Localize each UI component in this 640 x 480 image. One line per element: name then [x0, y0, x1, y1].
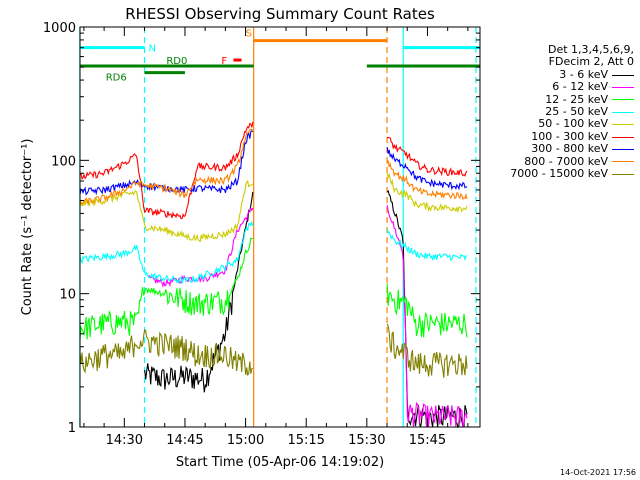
y-tick-label: 1000	[43, 21, 76, 36]
legend: Det 1,3,4,5,6,9, FDecim 2, Att 0 3 - 6 k…	[464, 43, 634, 181]
legend-entry-label: 6 - 12 keV	[552, 80, 608, 94]
legend-swatch	[612, 99, 634, 101]
footer-timestamp: 14-Oct-2021 17:56	[560, 468, 636, 477]
legend-entry-label: 3 - 6 keV	[559, 67, 608, 81]
legend-entry-label: 25 - 50 keV	[545, 105, 608, 119]
annotation-bars: N RD0 RD6 F S	[79, 29, 480, 84]
series-line	[144, 191, 254, 393]
legend-entry: 50 - 100 keV	[464, 118, 634, 130]
series-line	[386, 160, 468, 201]
legend-entry: 6 - 12 keV	[464, 80, 634, 94]
legend-entry: 25 - 50 keV	[464, 105, 634, 119]
series-line	[79, 128, 254, 206]
legend-swatch	[612, 86, 634, 88]
legend-entry-label: 800 - 7000 keV	[524, 154, 608, 168]
legend-entry-label: 50 - 100 keV	[538, 117, 608, 131]
x-tick-label: 14:45	[166, 433, 203, 448]
x-tick-label: 15:15	[287, 433, 324, 448]
legend-entry-label: 7000 - 15000 keV	[510, 167, 608, 181]
x-tick-label: 15:45	[409, 433, 446, 448]
series-line	[386, 283, 468, 338]
series-line	[79, 237, 254, 340]
chart-title: RHESSI Observing Summary Count Rates	[125, 5, 435, 23]
legend-entries: 3 - 6 keV 6 - 12 keV 12 - 25 keV 25 - 50 ke…	[464, 67, 634, 181]
legend-swatch	[612, 74, 634, 76]
annotation-label: N	[149, 44, 156, 55]
series-line	[386, 205, 468, 428]
legend-entry: 800 - 7000 keV	[464, 154, 634, 168]
series-line	[387, 136, 468, 177]
series-group	[79, 121, 468, 429]
series-line	[386, 171, 468, 214]
series-line	[386, 228, 468, 262]
legend-swatch	[612, 136, 634, 138]
legend-entry: 12 - 25 keV	[464, 92, 634, 106]
legend-entry: 3 - 6 keV	[464, 67, 634, 81]
legend-entry-label: 12 - 25 keV	[545, 92, 608, 106]
y-tick-label: 10	[59, 288, 76, 303]
legend-entry: 7000 - 15000 keV	[464, 167, 634, 181]
legend-swatch	[612, 161, 634, 163]
vertical-markers	[79, 27, 477, 427]
legend-header-line-1: Det 1,3,4,5,6,9,	[547, 43, 634, 56]
annotation-label: S	[246, 29, 252, 40]
legend-swatch	[612, 111, 634, 113]
legend-entry-label: 300 - 800 keV	[531, 142, 608, 156]
y-axis-label: Count Rate (s⁻¹ detector⁻¹)	[20, 139, 35, 316]
y-axis-ticks: 1 10 100 1000	[43, 21, 480, 436]
legend-entry-label: 100 - 300 keV	[531, 129, 608, 143]
annotation-label: RD6	[106, 73, 127, 84]
series-line	[79, 128, 254, 196]
legend-swatch	[612, 124, 634, 126]
x-axis-label: Start Time (05-Apr-06 14:19:02)	[176, 455, 384, 470]
annotation-label: RD0	[166, 56, 187, 67]
series-line	[79, 220, 254, 285]
series-line	[79, 329, 254, 377]
series-line	[148, 207, 254, 288]
legend-entry: 300 - 800 keV	[464, 142, 634, 156]
legend-swatch	[612, 173, 634, 175]
x-tick-label: 15:00	[227, 433, 264, 448]
legend-swatch	[612, 148, 634, 150]
plot-frame	[79, 26, 481, 428]
legend-entry: 100 - 300 keV	[464, 129, 634, 143]
x-tick-label: 15:30	[348, 433, 385, 448]
y-tick-label: 1	[68, 421, 76, 436]
legend-header-line-2: FDecim 2, Att 0	[548, 55, 634, 69]
x-axis-ticks: 14:30 14:45 15:00 15:15 15:30 15:45	[83, 27, 469, 448]
y-tick-label: 100	[51, 154, 76, 169]
annotation-label: F	[221, 56, 227, 67]
series-line	[386, 323, 468, 378]
series-line	[79, 121, 254, 220]
series-line	[386, 147, 468, 191]
x-tick-label: 14:30	[106, 433, 143, 448]
